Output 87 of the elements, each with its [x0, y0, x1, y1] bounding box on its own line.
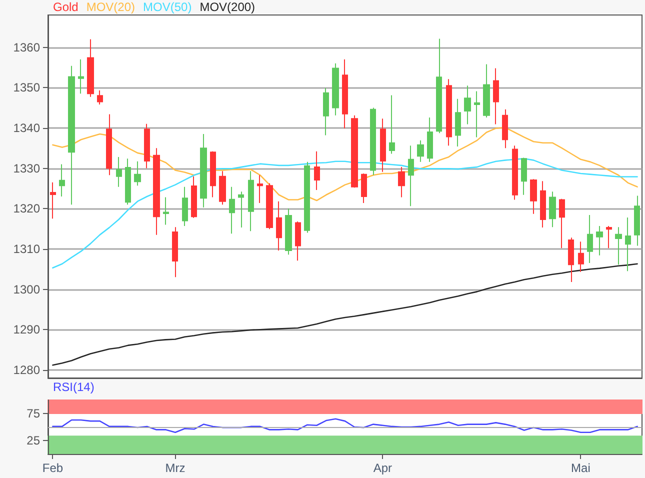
- candlestick: [125, 158, 131, 206]
- candlestick: [200, 133, 207, 208]
- candlestick: [248, 170, 254, 232]
- candlestick: [625, 216, 631, 272]
- candlestick: [266, 182, 273, 230]
- y-tick-label: 1330: [13, 161, 40, 176]
- candlestick: [304, 161, 310, 234]
- candlestick: [134, 160, 141, 186]
- candlestick: [342, 58, 348, 129]
- candlestick: [408, 145, 414, 207]
- candlestick: [295, 221, 301, 262]
- candlestick: [116, 156, 122, 188]
- candlestick: [427, 116, 433, 162]
- line-series: [52, 126, 638, 202]
- candlestick: [50, 182, 56, 220]
- candlestick: [97, 90, 103, 106]
- y-tick-label: 1290: [13, 322, 40, 337]
- y-tick-label: 75: [26, 406, 40, 420]
- line-series: [52, 158, 638, 269]
- y-tick-label: 1340: [13, 120, 40, 135]
- candlestick: [568, 237, 574, 283]
- text: Gold: [53, 0, 78, 14]
- candlestick: [332, 62, 339, 116]
- y-tick-label: 1320: [13, 202, 40, 216]
- candlestick: [540, 180, 546, 228]
- x-tick-label: Mai: [571, 461, 590, 475]
- candlestick: [615, 226, 622, 266]
- candlestick: [596, 225, 603, 256]
- x-tick-label: Mrz: [165, 461, 186, 475]
- candlestick: [163, 196, 169, 226]
- candlestick: [474, 90, 480, 138]
- candlestick: [182, 186, 188, 226]
- candlestick: [380, 118, 386, 172]
- text: RSI(14): [53, 380, 94, 394]
- candlestick: [191, 176, 197, 218]
- x-tick-label: Feb: [42, 461, 64, 475]
- y-tick-label: 25: [26, 434, 40, 448]
- candlestick: [238, 191, 244, 228]
- y-tick-label: 1310: [13, 242, 40, 256]
- candlestick: [323, 88, 329, 136]
- candlestick: [559, 198, 565, 249]
- candlestick: [446, 78, 452, 146]
- candlestick: [483, 64, 490, 118]
- candlestick: [314, 150, 320, 191]
- candlestick: [257, 174, 263, 204]
- candlestick: [285, 208, 292, 256]
- line-series: [52, 263, 638, 366]
- candlestick: [78, 58, 84, 94]
- candlestick: [68, 65, 75, 206]
- candlestick: [153, 148, 160, 236]
- candlestick: [436, 38, 442, 134]
- candlestick: [502, 108, 508, 149]
- candlestick: [549, 191, 556, 228]
- line-series: [52, 418, 638, 434]
- candlestick: [370, 107, 376, 176]
- text: MOV(20): [86, 0, 136, 14]
- text: MOV(200): [200, 0, 256, 14]
- candlestick: [606, 225, 612, 249]
- candlestick: [59, 164, 65, 197]
- candlestick: [144, 123, 150, 169]
- candlestick: [578, 241, 584, 272]
- y-tick-label: 1300: [13, 282, 40, 296]
- y-tick-label: 1360: [13, 40, 40, 54]
- candlestick: [634, 195, 640, 246]
- candlestick: [87, 38, 94, 98]
- candlestick: [530, 178, 537, 214]
- candlestick: [587, 214, 593, 264]
- candlestick: [464, 85, 471, 125]
- candlestick: [276, 200, 282, 252]
- candlestick: [219, 170, 226, 206]
- text: MOV(50): [143, 0, 192, 14]
- candlestick: [417, 140, 424, 162]
- candlestick: [521, 157, 527, 196]
- candlestick: [172, 226, 178, 278]
- candlestick: [398, 166, 405, 198]
- candlestick: [389, 94, 395, 154]
- candlestick: [455, 98, 461, 147]
- x-tick-label: Apr: [373, 461, 392, 475]
- candlestick: [351, 114, 358, 188]
- candlestick: [106, 114, 112, 176]
- candlestick: [229, 186, 235, 234]
- candlestick: [361, 173, 367, 204]
- candlestick: [512, 145, 518, 200]
- candlestick: [210, 150, 216, 198]
- candlestick: [493, 68, 499, 125]
- y-tick-label: 1350: [13, 80, 40, 95]
- y-tick-label: 1280: [13, 362, 40, 377]
